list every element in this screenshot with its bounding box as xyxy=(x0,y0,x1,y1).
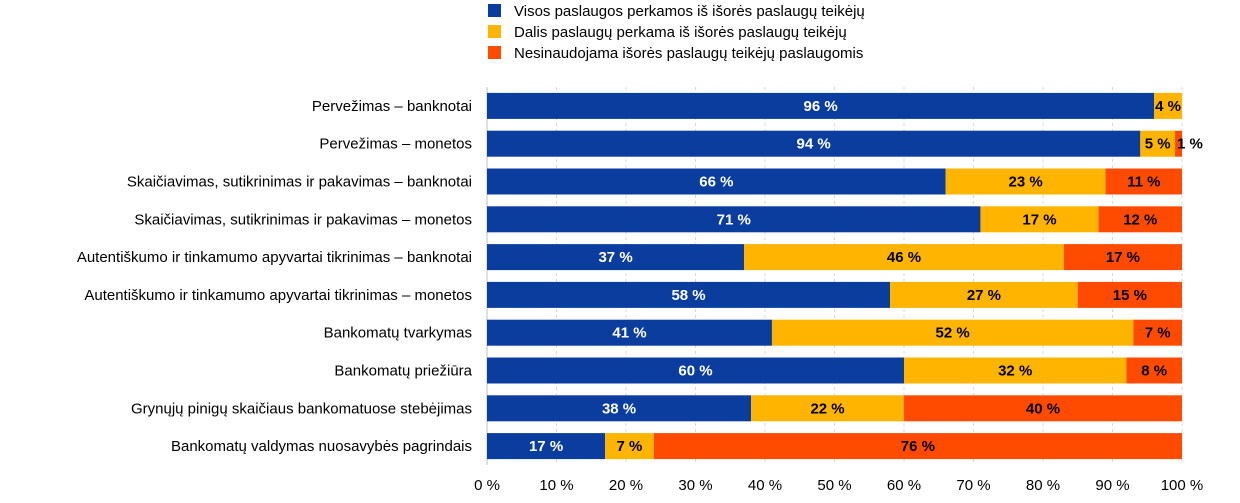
bar-segment xyxy=(751,395,904,422)
data-label: 58 % xyxy=(671,287,705,304)
bar-segment xyxy=(904,395,1182,422)
x-tick-label: 100 % xyxy=(1161,477,1204,494)
bar-segment xyxy=(487,130,1141,157)
bar-segment xyxy=(1154,92,1182,119)
data-label: 7 % xyxy=(1145,325,1171,342)
bar-segment xyxy=(1077,281,1182,308)
bar-segment xyxy=(487,433,606,460)
bar-segment xyxy=(487,244,745,271)
category-label: Bankomatų tvarkymas xyxy=(324,325,472,342)
bar-segment xyxy=(1063,244,1182,271)
data-label: 27 % xyxy=(967,287,1001,304)
bar-segment xyxy=(744,244,1064,271)
data-label: 5 % xyxy=(1145,136,1171,153)
data-label: 8 % xyxy=(1141,363,1167,380)
data-label: 60 % xyxy=(678,363,712,380)
data-label: 12 % xyxy=(1123,211,1157,228)
data-label: 17 % xyxy=(1022,211,1056,228)
x-tick-label: 90 % xyxy=(1095,477,1129,494)
category-label: Pervežimas – monetos xyxy=(319,136,472,153)
data-label: 37 % xyxy=(598,249,632,266)
bar-segment xyxy=(945,168,1106,195)
bar-segment xyxy=(487,281,891,308)
bars: 96 % 4 % 94 % 5 % 1 % 66 % 23 % 11 % 71 % 17 % 12 … xyxy=(487,92,1203,460)
bar-segment xyxy=(1133,319,1182,346)
bar-segment xyxy=(1105,168,1182,195)
bar-segment xyxy=(1140,130,1176,157)
bar-segment xyxy=(980,206,1099,233)
data-label: 38 % xyxy=(602,400,636,417)
x-axis-ticks: 0 % 10 % 20 % 30 % 40 % 50 % 60 % 70 % 80 % 90 % 1… xyxy=(474,477,1203,494)
data-label: 96 % xyxy=(803,98,837,115)
bar-segment xyxy=(487,206,981,233)
legend-swatch xyxy=(488,4,501,17)
category-label: Autentiškumo ir tinkamumo apyvartai tikr… xyxy=(84,287,472,304)
bar-segment xyxy=(487,395,752,422)
data-label: 17 % xyxy=(529,438,563,455)
bar-segment xyxy=(487,92,1155,119)
bar-segment xyxy=(1126,357,1182,384)
bar-segment xyxy=(487,357,904,384)
category-label: Autentiškumo ir tinkamumo apyvartai tikr… xyxy=(77,249,472,266)
legend-swatch xyxy=(488,25,501,38)
data-label: 94 % xyxy=(797,136,831,153)
data-label: 32 % xyxy=(998,363,1032,380)
legend-label: Nesinaudojama išorės paslaugų teikėjų pa… xyxy=(514,45,863,62)
bar-segment xyxy=(487,168,946,195)
category-labels: Pervežimas – banknotai Pervežimas – monet… xyxy=(77,98,473,455)
bar-segment xyxy=(1098,206,1182,233)
data-label: 76 % xyxy=(901,438,935,455)
data-label: 15 % xyxy=(1113,287,1147,304)
legend-swatch xyxy=(488,46,501,59)
legend-label: Dalis paslaugų perkama iš išorės paslaug… xyxy=(514,24,847,41)
x-tick-label: 10 % xyxy=(539,477,573,494)
x-tick-label: 50 % xyxy=(817,477,851,494)
data-label: 71 % xyxy=(717,211,751,228)
data-label: 17 % xyxy=(1106,249,1140,266)
bar-segment xyxy=(1175,130,1182,157)
x-tick-label: 80 % xyxy=(1026,477,1060,494)
legend: Visos paslaugos perkamos iš išorės pasla… xyxy=(488,3,865,62)
bar-segment xyxy=(904,357,1127,384)
data-label: 52 % xyxy=(936,325,970,342)
category-label: Skaičiavimas, sutikrinimas ir pakavimas … xyxy=(127,174,472,191)
category-label: Skaičiavimas, sutikrinimas ir pakavimas … xyxy=(134,211,472,228)
bar-segment xyxy=(605,433,654,460)
bar-segment xyxy=(653,433,1182,460)
data-label: 23 % xyxy=(1009,174,1043,191)
category-label: Grynųjų pinigų skaičiaus bankomatuose st… xyxy=(131,400,472,417)
x-tick-label: 70 % xyxy=(956,477,990,494)
x-tick-label: 0 % xyxy=(474,477,500,494)
bar-segment xyxy=(890,281,1078,308)
data-label: 66 % xyxy=(699,174,733,191)
bar-segment xyxy=(771,319,1134,346)
data-label: 7 % xyxy=(617,438,643,455)
legend-label: Visos paslaugos perkamos iš išorės pasla… xyxy=(514,3,865,20)
x-tick-label: 20 % xyxy=(609,477,643,494)
data-label: 41 % xyxy=(612,325,646,342)
category-label: Bankomatų valdymas nuosavybės pagrindais xyxy=(171,438,472,455)
data-label: 40 % xyxy=(1026,400,1060,417)
data-label: 1 % xyxy=(1177,136,1203,153)
bar-segment xyxy=(487,319,772,346)
data-label: 46 % xyxy=(887,249,921,266)
category-label: Pervežimas – banknotai xyxy=(312,98,472,115)
data-label: 11 % xyxy=(1127,174,1160,191)
category-label: Bankomatų priežiūra xyxy=(334,363,472,380)
data-label: 4 % xyxy=(1155,98,1181,115)
x-tick-label: 40 % xyxy=(748,477,782,494)
data-label: 22 % xyxy=(810,400,844,417)
x-tick-label: 30 % xyxy=(678,477,712,494)
x-tick-label: 60 % xyxy=(887,477,921,494)
